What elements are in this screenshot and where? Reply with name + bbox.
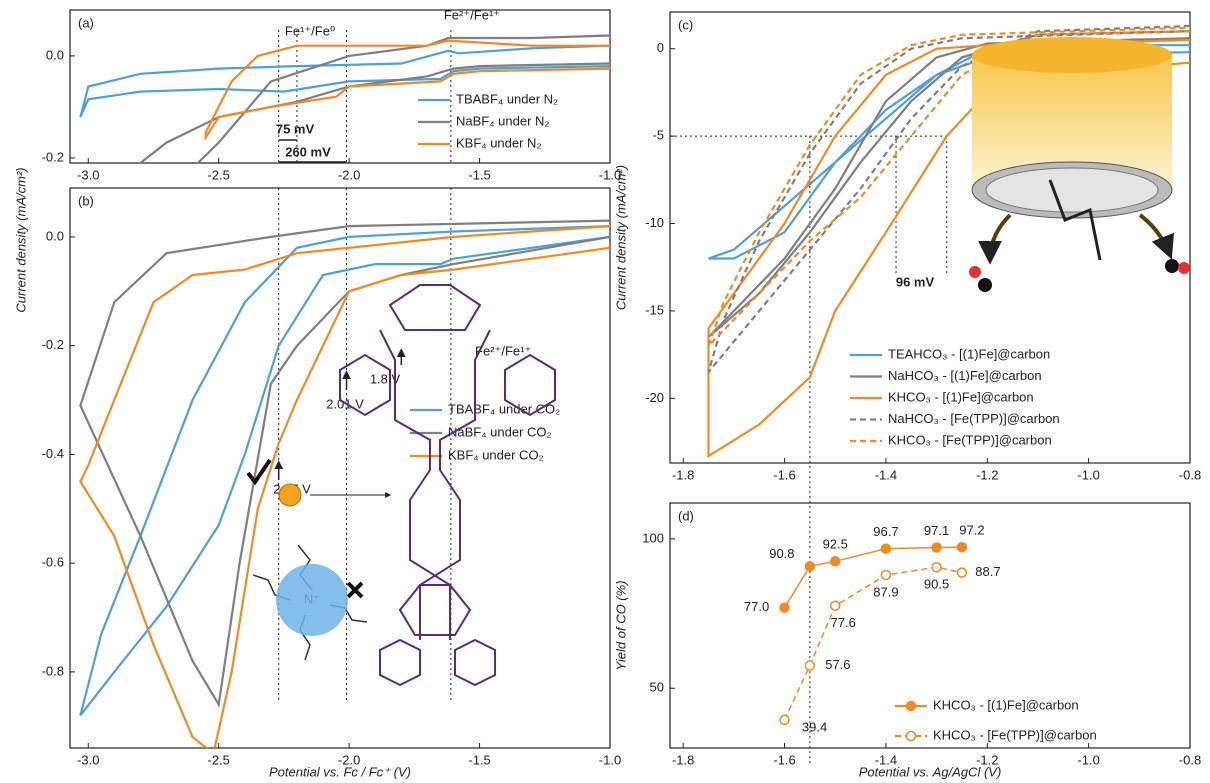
series-layer — [785, 547, 962, 720]
annotation: Fe¹⁺/Fe⁰ — [285, 23, 335, 38]
data-point — [805, 562, 814, 571]
data-label: 90.5 — [924, 577, 949, 592]
x-tick-label: -1.4 — [875, 467, 897, 482]
y-tick-label: -20 — [645, 390, 664, 405]
data-label: 87.9 — [873, 584, 898, 599]
series-layer — [80, 221, 610, 754]
data-point — [881, 571, 890, 580]
figure: (a) -3.0 -2.5 -2.0 -1.5 -1.0 0.0 -0.2 Fe¹⁺/Fe⁰ Fe… — [0, 0, 1210, 783]
y-axis-label: Yield of CO (%) — [613, 580, 628, 670]
panel-label: (d) — [678, 508, 694, 523]
annotation: 96 mV — [896, 274, 935, 289]
y-tick-label: 0.0 — [46, 228, 64, 243]
x-tick-label: -2.0 — [338, 167, 360, 182]
legend-label: KHCO₃ - [(1)Fe]@carbon — [888, 389, 1034, 404]
legend-label: TBABF₄ under N₂ — [456, 91, 558, 106]
legend-label: NaBF₄ under N₂ — [456, 113, 549, 128]
panel-label: (a) — [78, 15, 94, 30]
legend-label: TBABF₄ under CO₂ — [448, 401, 560, 416]
y-axis-label: Current density (mA/cm²) — [613, 165, 628, 310]
x-tick-label: -1.5 — [468, 752, 490, 767]
y-tick-label: -0.2 — [42, 337, 64, 352]
legend-label: NaHCO₃ - [(1)Fe]@carbon — [888, 368, 1042, 383]
y-tick-label: -0.8 — [42, 663, 64, 678]
data-label: 77.6 — [831, 615, 856, 630]
data-point — [780, 603, 789, 612]
electrode-illustration — [969, 37, 1190, 292]
y-tick-label: -0.6 — [42, 555, 64, 570]
data-label: 90.8 — [769, 546, 794, 561]
panel-label: (c) — [678, 17, 693, 32]
legend-label: KHCO₃ - [(1)Fe]@carbon — [933, 697, 1079, 712]
potassium-ion — [279, 484, 301, 506]
x-tick-label: -1.0 — [1077, 467, 1099, 482]
legend-marker — [907, 702, 916, 711]
panel: (b) -3.0 -2.5 -2.0 -1.5 -1.0 0.0 -0.2 -0.4 -0.6 -0… — [13, 167, 621, 779]
x-tick-label: -1.6 — [773, 467, 795, 482]
x-tick-label: -0.8 — [1179, 752, 1201, 767]
plot-frame — [670, 503, 1190, 748]
data-point — [805, 661, 814, 670]
x-axis-label: Potential vs. Ag/AgCl (V) — [859, 764, 1002, 779]
y-tick-label: 50 — [650, 680, 664, 695]
x-tick-label: -2.5 — [207, 167, 229, 182]
x-tick-label: -2.5 — [207, 752, 229, 767]
y-tick-label: 0 — [657, 40, 664, 55]
data-point — [780, 715, 789, 724]
y-tick-label: 0.0 — [46, 47, 64, 62]
annotation: Fe²⁺/Fe¹⁺ — [444, 7, 500, 22]
data-point — [932, 563, 941, 572]
series-line — [80, 221, 610, 705]
data-label: 92.5 — [823, 537, 848, 552]
data-point — [881, 544, 890, 553]
x-tick-label: -1.0 — [599, 752, 621, 767]
legend-label: KHCO₃ - [Fe(TPP)]@carbon — [933, 727, 1097, 742]
x-tick-label: -0.8 — [1179, 467, 1201, 482]
panel: (a)-3.0-2.5-2.0-1.5-1.00.0-0.2Fe¹⁺/Fe⁰Fe… — [42, 7, 622, 182]
x-tick-label: -1.0 — [1077, 752, 1099, 767]
data-label: 39.4 — [802, 719, 827, 734]
data-point — [831, 557, 840, 566]
data-point — [957, 568, 966, 577]
panel: (d)-1.8-1.6-1.4-1.2-1.0-0.850100Potentia… — [613, 503, 1201, 779]
data-point — [932, 543, 941, 552]
x-tick-label: -1.5 — [468, 167, 490, 182]
annotation: 75 mV — [276, 121, 315, 136]
y-tick-label: -10 — [645, 215, 664, 230]
data-point — [957, 543, 966, 552]
data-label: 96.7 — [873, 524, 898, 539]
annotation: Fe²⁺/Fe¹⁺ — [475, 343, 531, 358]
x-tick-label: -1.6 — [773, 752, 795, 767]
legend-label: KBF₄ under N₂ — [456, 135, 542, 150]
annotation: 260 mV — [285, 144, 331, 159]
cross-icon — [348, 583, 362, 597]
y-tick-label: 100 — [642, 530, 664, 545]
x-tick-label: -1.8 — [672, 752, 694, 767]
y-tick-label: -15 — [645, 302, 664, 317]
data-label: 57.6 — [825, 657, 850, 672]
x-tick-label: -3.0 — [77, 167, 99, 182]
legend-marker — [907, 732, 916, 741]
x-tick-label: -1.8 — [672, 467, 694, 482]
ammonium-sphere — [276, 564, 348, 636]
y-tick-label: -5 — [652, 128, 664, 143]
data-point — [831, 601, 840, 610]
x-tick-label: -3.0 — [77, 752, 99, 767]
data-label: 77.0 — [744, 599, 769, 614]
data-label: 97.1 — [924, 523, 949, 538]
data-label: 88.7 — [975, 564, 1000, 579]
y-axis-label: Current density (mA/cm²) — [13, 167, 28, 312]
legend-label: KBF₄ under CO₂ — [448, 447, 544, 462]
x-tick-label: -1.2 — [976, 467, 998, 482]
legend-label: NaHCO₃ - [Fe(TPP)]@carbon — [888, 411, 1060, 426]
y-tick-label: -0.2 — [42, 149, 64, 164]
y-tick-label: -0.4 — [42, 446, 64, 461]
series-line — [80, 226, 610, 753]
panel-label: (b) — [78, 193, 94, 208]
legend-label: TEAHCO₃ - [(1)Fe]@carbon — [888, 346, 1050, 361]
data-label: 97.2 — [959, 523, 984, 538]
legend-label: KHCO₃ - [Fe(TPP)]@carbon — [888, 432, 1052, 447]
x-axis-label: Potential vs. Fc / Fc⁺ (V) — [269, 764, 411, 779]
